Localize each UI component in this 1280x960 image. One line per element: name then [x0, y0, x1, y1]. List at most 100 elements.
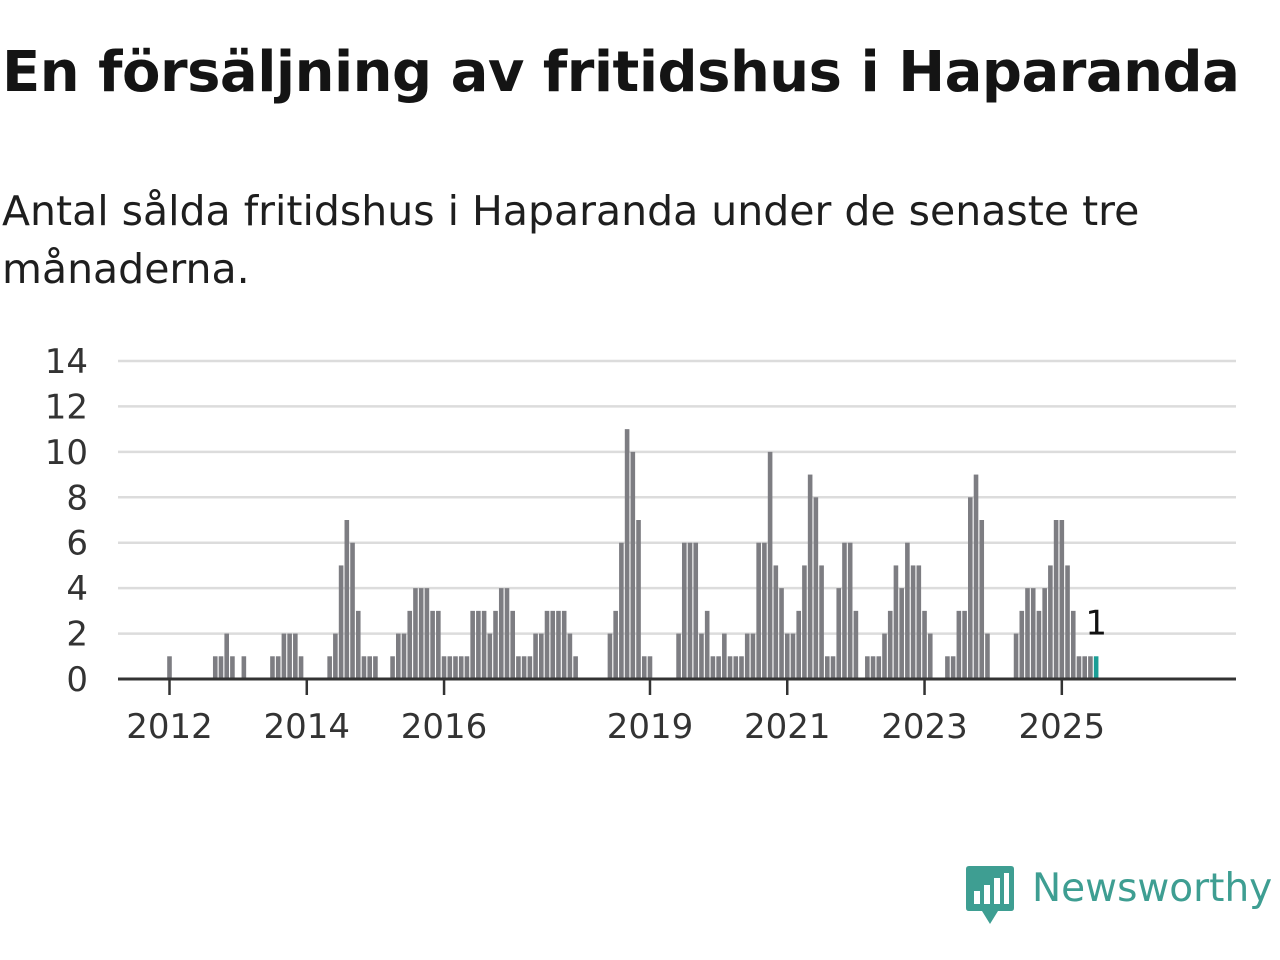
- bar: [481, 610, 487, 679]
- bar: [619, 542, 624, 679]
- bar: [704, 610, 710, 679]
- bar: [870, 656, 876, 679]
- x-tick-label: 2021: [744, 707, 831, 747]
- bar: [693, 542, 699, 679]
- bar: [647, 656, 653, 679]
- bar: [327, 656, 332, 679]
- bar: [373, 656, 378, 679]
- bar: [630, 451, 636, 679]
- bar: [865, 656, 870, 679]
- bar: [1076, 656, 1082, 679]
- bar: [396, 633, 401, 679]
- bar: [510, 610, 515, 679]
- bar: [899, 588, 904, 679]
- bar: [275, 656, 281, 679]
- x-tick-label: 2025: [1019, 707, 1106, 747]
- bar: [293, 633, 298, 679]
- bar: [436, 610, 441, 679]
- newsworthy-logo: Newsworthy: [964, 864, 1272, 928]
- bar: [973, 474, 979, 679]
- bar: [493, 610, 498, 679]
- bar: [464, 656, 470, 679]
- bar: [287, 633, 292, 679]
- bar: [212, 656, 218, 679]
- bar: [298, 656, 304, 679]
- bar: [796, 610, 801, 679]
- page-title: En försäljning av fritidshus i Haparanda: [2, 40, 1240, 105]
- x-tick-label: 2014: [264, 707, 351, 747]
- bar: [527, 656, 533, 679]
- newsworthy-chart-bubble-icon: [966, 866, 1014, 924]
- bar: [882, 633, 887, 679]
- bar: [430, 610, 435, 679]
- bar: [418, 588, 424, 679]
- bar: [355, 610, 361, 679]
- y-tick-label: 4: [66, 569, 88, 609]
- last-value-label: 1: [1085, 603, 1107, 643]
- bar: [470, 610, 475, 679]
- bar: [424, 588, 430, 679]
- bar: [716, 656, 721, 679]
- bar: [521, 656, 527, 679]
- bar: [905, 542, 910, 679]
- x-axis: 2012 2014 2016 2019 2021 2023 2025: [126, 679, 1105, 747]
- x-tick-label: 2012: [126, 707, 213, 747]
- bar: [830, 656, 836, 679]
- bar: [476, 610, 481, 679]
- bar: [624, 429, 630, 679]
- bar: [641, 656, 647, 679]
- chart-bars: [167, 429, 1099, 679]
- bar: [802, 565, 807, 679]
- bar: [498, 588, 504, 679]
- bar: [561, 610, 567, 679]
- bar: [916, 565, 922, 679]
- bar: [979, 520, 985, 679]
- bar: [676, 633, 681, 679]
- bar: [807, 474, 813, 679]
- bar: [722, 633, 727, 679]
- x-tick-label: 2016: [401, 707, 488, 747]
- bar: [1088, 656, 1093, 679]
- bar: [1025, 588, 1030, 679]
- bar: [950, 656, 956, 679]
- y-tick-label: 6: [66, 524, 88, 564]
- y-tick-label: 14: [45, 342, 88, 382]
- bar: [413, 588, 418, 679]
- bar: [836, 588, 842, 679]
- bar: [1042, 588, 1047, 679]
- bar: [762, 542, 767, 679]
- bar: [733, 656, 739, 679]
- y-tick-label: 0: [66, 660, 88, 700]
- bar: [1082, 656, 1087, 679]
- chart-subtitle: Antal sålda fritidshus i Haparanda under…: [2, 187, 1140, 293]
- bar: [361, 656, 367, 679]
- bar: [504, 588, 510, 679]
- x-tick-label: 2023: [881, 707, 968, 747]
- bar: [825, 656, 830, 679]
- bar: [550, 610, 556, 679]
- bar: [516, 656, 521, 679]
- bar: [853, 610, 859, 679]
- bar: [893, 565, 899, 679]
- bar: [1053, 520, 1059, 679]
- bar: [167, 656, 172, 679]
- bar: [607, 633, 613, 679]
- bar: [401, 633, 407, 679]
- bar-chart: 0 2 4 6 8 10 12 14 2012 2014 2016 2019 2021 2023 2025…: [45, 342, 1236, 747]
- bar: [367, 656, 372, 679]
- bar: [533, 633, 538, 679]
- bar: [819, 565, 824, 679]
- bar: [847, 542, 853, 679]
- bar: [687, 542, 693, 679]
- bar: [842, 542, 847, 679]
- bar: [682, 542, 687, 679]
- bar: [270, 656, 275, 679]
- bar: [773, 565, 779, 679]
- bar: [956, 610, 962, 679]
- bar: [390, 656, 395, 679]
- bar: [567, 633, 573, 679]
- bar: [876, 656, 882, 679]
- bar: [453, 656, 458, 679]
- y-tick-label: 8: [66, 478, 88, 518]
- bar: [887, 610, 893, 679]
